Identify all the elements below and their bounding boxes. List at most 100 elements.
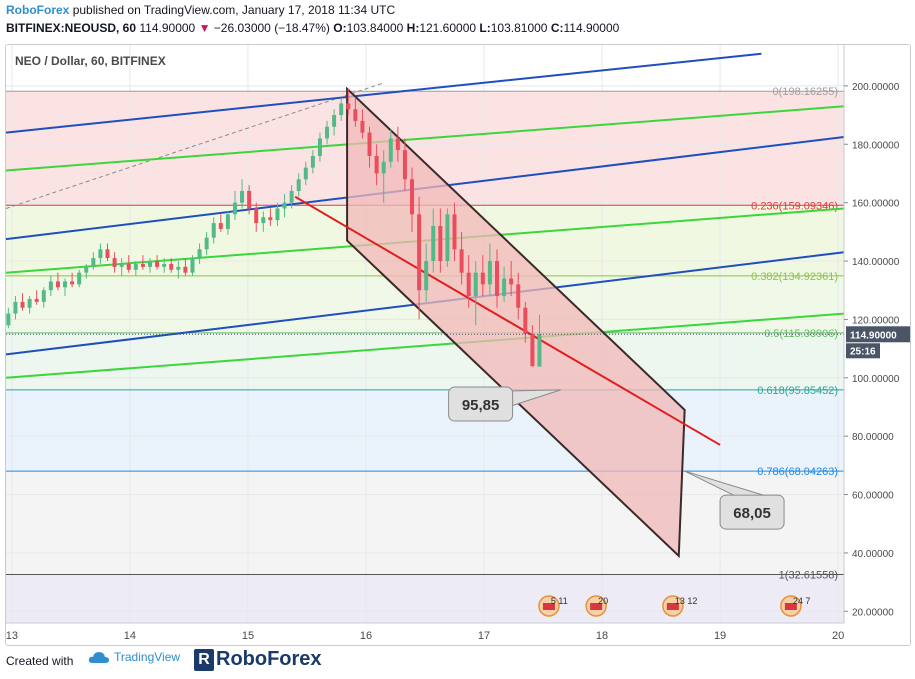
candle-body[interactable] bbox=[20, 301, 25, 308]
candle-body[interactable] bbox=[381, 161, 386, 174]
candle-body[interactable] bbox=[105, 249, 110, 259]
candle-body[interactable] bbox=[183, 266, 188, 273]
candle-body[interactable] bbox=[388, 138, 393, 162]
candle-body[interactable] bbox=[445, 214, 450, 262]
candle-body[interactable] bbox=[473, 272, 478, 297]
candle-body[interactable] bbox=[523, 307, 528, 334]
candle-body[interactable] bbox=[339, 103, 344, 116]
candle-body[interactable] bbox=[509, 278, 514, 285]
candle-body[interactable] bbox=[487, 261, 492, 285]
candle-body[interactable] bbox=[247, 190, 252, 209]
countdown-label: 25:16 bbox=[850, 346, 876, 357]
event-flag-stripe bbox=[666, 603, 679, 610]
candle-body[interactable] bbox=[190, 258, 195, 273]
event-flag-stripe bbox=[784, 603, 797, 610]
publisher-brand[interactable]: RoboForex bbox=[6, 3, 70, 17]
candle-body[interactable] bbox=[296, 179, 301, 191]
candle-body[interactable] bbox=[254, 208, 259, 224]
candle-body[interactable] bbox=[34, 298, 39, 302]
fib-label-0.786: 0.786(68.04263) bbox=[757, 466, 838, 478]
candle-body[interactable] bbox=[332, 115, 337, 127]
candle-body[interactable] bbox=[325, 126, 330, 139]
candle-body[interactable] bbox=[466, 272, 471, 297]
chart-panel[interactable]: 0(198.16255) 0.236(159.09346) 0.382(134.92… bbox=[5, 44, 911, 646]
candle-body[interactable] bbox=[155, 261, 160, 267]
candle-body[interactable] bbox=[41, 290, 46, 302]
candle-body[interactable] bbox=[289, 190, 294, 203]
candle-body[interactable] bbox=[197, 249, 202, 259]
candle-body[interactable] bbox=[84, 266, 89, 273]
candle-body[interactable] bbox=[218, 223, 223, 229]
candle-body[interactable] bbox=[48, 281, 53, 291]
candle-body[interactable] bbox=[353, 109, 358, 121]
candle-body[interactable] bbox=[240, 190, 245, 203]
candle-body[interactable] bbox=[261, 217, 266, 224]
candle-body[interactable] bbox=[360, 120, 365, 133]
callout-box bbox=[448, 386, 514, 422]
candle-body[interactable] bbox=[438, 225, 443, 262]
candle-body[interactable] bbox=[395, 138, 400, 151]
candle-body[interactable] bbox=[317, 138, 322, 156]
candle-body[interactable] bbox=[516, 284, 521, 308]
y-tick-label: 160.00000 bbox=[852, 199, 900, 210]
candle-body[interactable] bbox=[91, 258, 96, 267]
x-tick-label: 14 bbox=[124, 630, 136, 642]
symbol-header: BITFINEX:NEOUSD, 60 114.90000 ▼ −26.0300… bbox=[6, 21, 619, 38]
candle-body[interactable] bbox=[13, 301, 18, 314]
candle-body[interactable] bbox=[169, 263, 174, 270]
candle-body[interactable] bbox=[119, 263, 124, 267]
candle-body[interactable] bbox=[211, 223, 216, 238]
candle-body[interactable] bbox=[225, 214, 230, 229]
candle-body[interactable] bbox=[459, 249, 464, 273]
candle-body[interactable] bbox=[374, 155, 379, 174]
candle-body[interactable] bbox=[310, 155, 315, 168]
candle-body[interactable] bbox=[77, 272, 82, 285]
candle-body[interactable] bbox=[424, 261, 429, 291]
high-value: 121.60000 bbox=[419, 21, 477, 35]
candle-body[interactable] bbox=[537, 334, 542, 367]
candle-body[interactable] bbox=[452, 214, 457, 250]
candle-body[interactable] bbox=[27, 298, 32, 308]
candle-body[interactable] bbox=[55, 281, 60, 288]
candle-body[interactable] bbox=[346, 103, 351, 110]
candle-body[interactable] bbox=[147, 261, 152, 267]
candle-body[interactable] bbox=[410, 179, 415, 215]
x-tick-label: 15 bbox=[242, 630, 254, 642]
price-chart[interactable]: 0(198.16255) 0.236(159.09346) 0.382(134.92… bbox=[6, 45, 911, 646]
fib-label-1: 1(32.61558) bbox=[779, 569, 838, 581]
candle-body[interactable] bbox=[232, 202, 237, 215]
fib-zone-0.5 bbox=[6, 332, 844, 390]
candle-body[interactable] bbox=[282, 202, 287, 209]
symbol-label: BITFINEX:NEOUSD, 60 bbox=[6, 21, 137, 35]
tradingview-link[interactable]: TradingView bbox=[88, 650, 180, 664]
candle-body[interactable] bbox=[112, 258, 117, 267]
candle-body[interactable] bbox=[275, 208, 280, 221]
current-price-label: 114.90000 bbox=[850, 330, 897, 341]
candle-body[interactable] bbox=[98, 249, 103, 259]
roboforex-logo[interactable]: R RoboForex bbox=[194, 648, 322, 671]
candle-body[interactable] bbox=[162, 263, 167, 267]
candle-body[interactable] bbox=[268, 217, 273, 221]
candle-body[interactable] bbox=[502, 278, 507, 297]
candle-body[interactable] bbox=[70, 281, 75, 285]
down-arrow-icon: ▼ bbox=[198, 21, 211, 35]
candle-body[interactable] bbox=[417, 214, 422, 291]
candle-body[interactable] bbox=[494, 261, 499, 297]
tradingview-label: TradingView bbox=[114, 650, 181, 664]
candle-body[interactable] bbox=[367, 132, 372, 156]
candle-body[interactable] bbox=[204, 237, 209, 250]
candle-body[interactable] bbox=[126, 263, 131, 270]
candle-body[interactable] bbox=[480, 272, 485, 285]
cloud-icon bbox=[88, 652, 109, 663]
candle-body[interactable] bbox=[431, 225, 436, 262]
candle-body[interactable] bbox=[140, 263, 145, 267]
candle-body[interactable] bbox=[6, 313, 11, 326]
candle-body[interactable] bbox=[176, 266, 181, 270]
x-tick-label: 13 bbox=[6, 630, 18, 642]
candle-body[interactable] bbox=[530, 334, 535, 367]
candle-body[interactable] bbox=[402, 150, 407, 180]
y-tick-label: 140.00000 bbox=[852, 257, 900, 268]
candle-body[interactable] bbox=[133, 263, 138, 270]
candle-body[interactable] bbox=[63, 281, 68, 288]
candle-body[interactable] bbox=[303, 167, 308, 180]
